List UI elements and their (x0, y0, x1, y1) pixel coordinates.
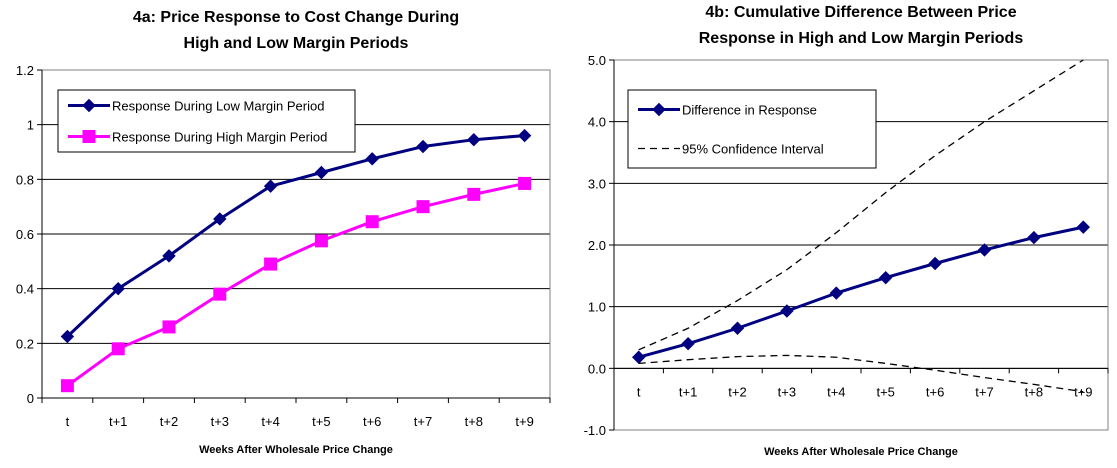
x-tick-label: t+2 (160, 414, 178, 429)
data-point (977, 243, 992, 257)
data-point (467, 132, 481, 147)
data-point (162, 320, 176, 334)
x-tick-label: t (637, 384, 641, 399)
data-point (213, 287, 227, 301)
data-point (631, 350, 646, 364)
data-point (213, 212, 227, 226)
y-tick-label: 1 (27, 118, 34, 133)
legend-marker (82, 130, 96, 143)
data-point (111, 281, 125, 296)
y-tick-label: 0.2 (16, 336, 34, 351)
legend-marker (82, 98, 96, 113)
legend-label: Difference in Response (682, 103, 817, 118)
series-line (638, 354, 1084, 393)
legend-box (57, 89, 356, 153)
chart-title-line: High and Low Margin Periods (184, 35, 409, 52)
y-tick-label: 0.8 (16, 172, 34, 187)
x-tick-label: t+2 (728, 384, 746, 399)
series-line (66, 181, 525, 387)
data-point (162, 249, 176, 263)
x-tick-label: t+5 (876, 384, 894, 399)
x-axis-label: Weeks After Wholesale Price Change (199, 444, 393, 456)
data-point (517, 128, 532, 143)
series-line (638, 225, 1084, 359)
x-tick-label: t+8 (1025, 384, 1043, 399)
data-point (518, 176, 532, 190)
y-tick-label: 3.0 (588, 176, 606, 191)
x-tick-label: t+1 (109, 414, 127, 429)
data-point (416, 200, 430, 214)
data-point (416, 139, 430, 154)
y-tick-label: 1.0 (588, 300, 606, 315)
legend-marker (652, 102, 666, 117)
x-axis-label: Weeks After Wholesale Price Change (764, 446, 958, 458)
x-tick-label: t+3 (778, 384, 796, 399)
x-tick-label: t+6 (926, 384, 944, 399)
data-point (878, 270, 893, 285)
x-tick-label: t+8 (465, 414, 483, 429)
legend: Difference in Response 95% Confidence Int… (627, 89, 877, 169)
x-tick-label: t+3 (211, 414, 229, 429)
data-point (1027, 230, 1041, 245)
legend-label: 95% Confidence Interval (682, 142, 824, 157)
x-tick-label: t+1 (679, 384, 697, 399)
x-tick-label: t+7 (414, 414, 432, 429)
x-tick-label: t+9 (515, 414, 533, 429)
data-point (314, 234, 328, 248)
x-tick-label: t+7 (975, 384, 993, 399)
data-point (314, 165, 329, 180)
legend-label: Response During High Margin Period (112, 130, 327, 145)
data-point (1076, 220, 1091, 234)
data-point (681, 336, 695, 351)
series-line (638, 59, 1084, 351)
x-tick-label: t+4 (827, 384, 845, 399)
data-point (263, 179, 278, 193)
y-tick-label: 4.0 (588, 115, 606, 130)
data-point (467, 187, 481, 201)
x-tick-label: t+9 (1074, 384, 1092, 399)
data-point (60, 329, 75, 344)
data-point (365, 152, 379, 166)
legend: Response During Low Margin Period Respons… (57, 89, 356, 153)
gridlines (42, 124, 550, 344)
legend-box (627, 89, 877, 169)
x-tick-label: t (66, 414, 70, 429)
data-point (60, 379, 74, 393)
chart-4b: 4b: Cumulative Difference Between Price R… (584, 4, 1109, 458)
y-tick-label: 5.0 (588, 53, 606, 68)
chart-title-line: 4b: Cumulative Difference Between Price (705, 4, 1016, 21)
x-tick-label: t+4 (261, 414, 279, 429)
data-point (829, 286, 844, 300)
y-tick-label: 0.6 (16, 227, 34, 242)
y-tick-label: -1.0 (584, 423, 606, 438)
series-line (66, 134, 525, 338)
data-point (365, 215, 379, 229)
legend-label: Response During Low Margin Period (112, 99, 324, 114)
chart-title-line: 4a: Price Response to Cost Change During (133, 9, 459, 26)
y-tick-label: 0 (27, 391, 34, 406)
chart-4a: 4a: Price Response to Cost Change During… (16, 9, 551, 456)
x-tick-label: t+6 (363, 414, 381, 429)
data-point (780, 304, 794, 318)
data-point (730, 321, 745, 335)
y-tick-label: 0.4 (16, 282, 34, 297)
y-tick-label: 0.0 (588, 361, 606, 376)
data-point (264, 257, 278, 271)
y-tick-label: 2.0 (588, 238, 606, 253)
chart-title-line: Response in High and Low Margin Periods (699, 30, 1024, 47)
data-point (928, 256, 942, 271)
x-tick-label: t+5 (312, 414, 330, 429)
data-point (111, 342, 125, 356)
y-tick-label: 1.2 (16, 63, 34, 78)
